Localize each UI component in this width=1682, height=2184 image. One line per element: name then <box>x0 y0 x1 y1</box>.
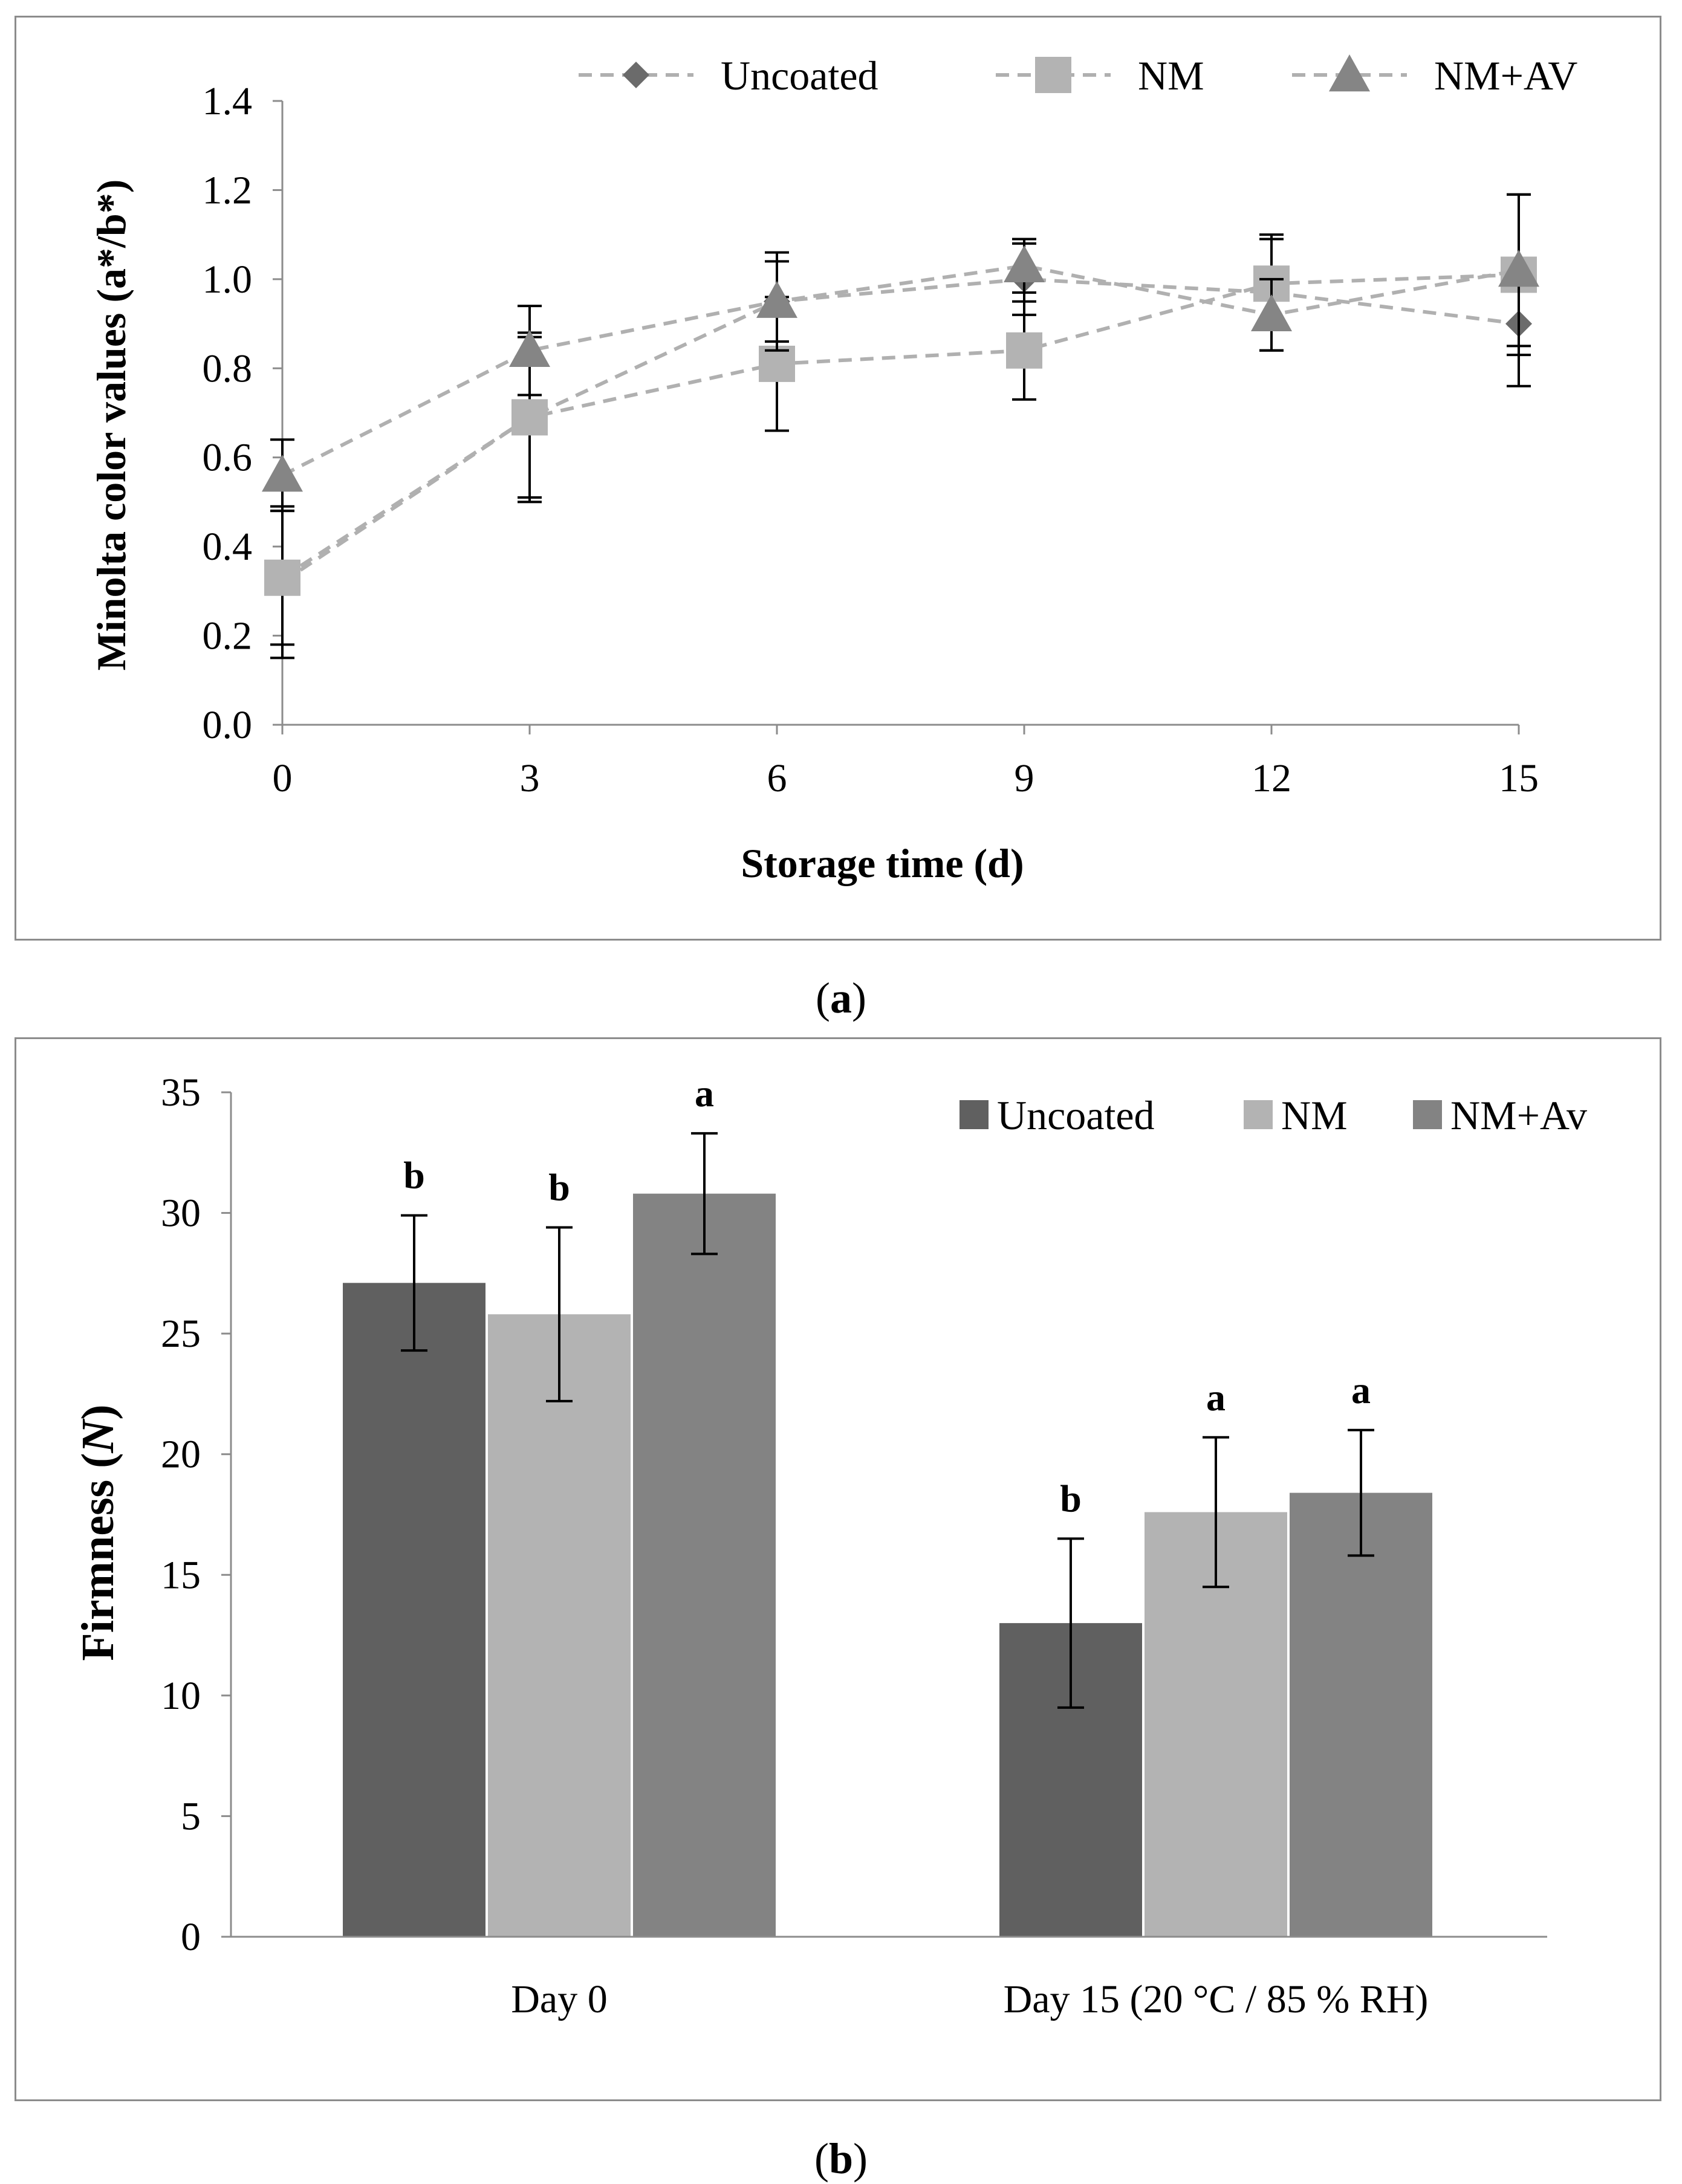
legend-swatch <box>1413 1100 1442 1129</box>
x-tick-label: 15 <box>1499 756 1539 800</box>
significance-label: b <box>548 1166 570 1209</box>
y-tick-label: 30 <box>161 1191 201 1236</box>
legend-entry: Uncoated <box>960 1092 1155 1138</box>
bar-chart: 0 5 10 15 20 25 30 35 Firmness (N) b b a Day 0 b a a Day… <box>73 1071 1587 2021</box>
x-tick-label: 9 <box>1015 756 1034 800</box>
significance-label: b <box>1060 1477 1082 1520</box>
y-tick-label: 5 <box>181 1794 201 1838</box>
significance-label: a <box>1351 1369 1371 1411</box>
legend-label: NM <box>1281 1092 1348 1138</box>
y-axis-title: Minolta color values (a*/b*) <box>88 180 134 671</box>
caption-a: (a) <box>816 974 866 1022</box>
x-category-label: Day 0 <box>511 1977 607 2021</box>
y-tick-label: 10 <box>161 1674 201 1718</box>
y-tick-label: 15 <box>161 1553 201 1597</box>
y-tick-label: 0 <box>181 1915 201 1959</box>
y-tick-label: 0.8 <box>203 346 253 390</box>
legend-marker <box>1329 54 1370 92</box>
data-point <box>511 399 548 436</box>
data-point <box>1006 332 1042 369</box>
legend-entry: NM+AV <box>1292 53 1577 99</box>
series-line <box>281 264 1519 477</box>
significance-label: b <box>403 1154 425 1197</box>
legend-entry: NM <box>1244 1092 1348 1138</box>
legend-swatch <box>960 1100 989 1129</box>
y-tick-label: 1.0 <box>203 258 253 302</box>
data-point <box>509 329 550 367</box>
data-point <box>1251 294 1292 332</box>
y-tick-label: 0.2 <box>203 614 253 658</box>
bar <box>1290 1492 1432 1937</box>
legend-label: Uncoated <box>997 1092 1155 1138</box>
bar-group-item: b <box>999 1477 1142 1937</box>
y-tick-label: 0.4 <box>203 525 253 569</box>
y-tick-label: 20 <box>161 1433 201 1477</box>
series-nm <box>264 193 1537 646</box>
legend-label: Uncoated <box>721 53 878 99</box>
chart-panel-b: 0 5 10 15 20 25 30 35 Firmness (N) b b a Day 0 b a a Day… <box>15 1037 1661 2101</box>
legend-marker <box>623 62 649 88</box>
y-tick-label: 1.2 <box>203 168 253 212</box>
legend-label: NM <box>1138 53 1204 99</box>
x-tick-label: 3 <box>520 756 540 800</box>
series-line <box>281 277 1519 584</box>
bar-group-item: a <box>633 1072 776 1937</box>
series-line <box>281 273 1519 580</box>
data-point <box>756 280 797 318</box>
x-tick-label: 12 <box>1252 756 1291 800</box>
legend-entry: Uncoated <box>579 53 878 99</box>
significance-label: a <box>695 1072 714 1115</box>
series-nm-av <box>262 193 1539 513</box>
legend-label: NM+AV <box>1434 53 1577 99</box>
x-axis-title: Storage time (d) <box>741 840 1024 886</box>
legend-swatch <box>1244 1100 1273 1129</box>
legend-entry: NM <box>996 53 1204 99</box>
x-tick-label: 0 <box>273 756 293 800</box>
y-tick-label: 25 <box>161 1312 201 1356</box>
y-axis-title: Firmness (N) <box>73 1404 123 1661</box>
y-tick-label: 35 <box>161 1071 201 1115</box>
bar-group-item: b <box>343 1154 485 1937</box>
significance-label: a <box>1206 1376 1226 1419</box>
data-point <box>1004 245 1045 282</box>
bar-group-item: a <box>1145 1376 1287 1937</box>
data-point <box>262 455 303 492</box>
bar <box>633 1193 776 1937</box>
y-tick-label: 0.6 <box>203 436 253 480</box>
bar-group-item: a <box>1290 1369 1432 1937</box>
x-tick-label: 6 <box>767 756 787 800</box>
series-uncoated <box>269 233 1532 659</box>
bar-group-item: b <box>488 1166 631 1937</box>
bar <box>488 1314 631 1937</box>
legend-entry: NM+Av <box>1413 1092 1587 1138</box>
y-tick-label: 1.4 <box>203 79 253 123</box>
data-point <box>264 559 300 596</box>
chart-panel-a: 0.0 0.2 0.4 0.6 0.8 1.0 1.2 1.4 0 3 6 9 12 15 Storage … <box>15 16 1661 941</box>
legend-marker <box>1035 57 1071 93</box>
line-chart: 0.0 0.2 0.4 0.6 0.8 1.0 1.2 1.4 0 3 6 9 12 15 Storage … <box>88 53 1577 886</box>
data-point <box>1498 250 1539 287</box>
data-point <box>759 345 795 382</box>
bar <box>343 1283 485 1937</box>
legend-label: NM+Av <box>1450 1092 1587 1138</box>
caption-b: (b) <box>814 2134 868 2183</box>
x-category-label: Day 15 (20 °C / 85 % RH) <box>1004 1977 1429 2021</box>
y-tick-label: 0.0 <box>203 703 253 747</box>
